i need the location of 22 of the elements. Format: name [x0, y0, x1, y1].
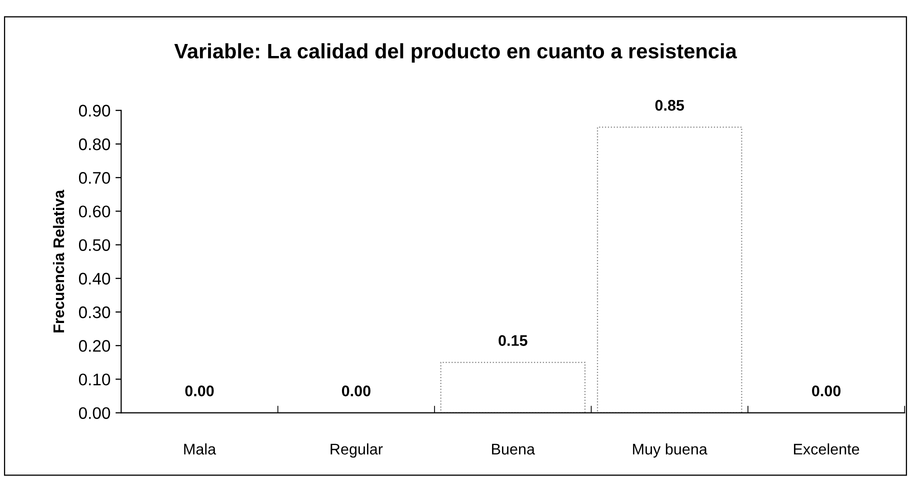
- x-tick-label: Regular: [330, 443, 383, 458]
- data-label: 0.00: [812, 386, 841, 396]
- y-tick-label: 0.00: [78, 407, 110, 420]
- y-tick-label: 0.80: [78, 138, 110, 150]
- x-tick-label: Excelente: [794, 443, 860, 455]
- y-tick-label: 0.50: [78, 239, 110, 252]
- y-tick-label: 0.70: [78, 172, 110, 184]
- y-tick-label: 0.20: [78, 340, 110, 352]
- x-tick-label: Mala: [184, 443, 216, 455]
- data-label: 0.00: [185, 386, 214, 396]
- x-tick-label: Buena: [492, 444, 535, 455]
- data-label: 0.00: [342, 386, 370, 396]
- x-tick-label: Muy buena: [633, 443, 708, 458]
- y-axis-title: Frecuencia Relativa: [52, 190, 64, 332]
- y-tick-label: 0.60: [78, 206, 110, 218]
- y-tick-label: 0.90: [78, 104, 110, 117]
- y-tick-label: 0.10: [78, 374, 110, 386]
- y-tick-label: 0.40: [78, 272, 110, 285]
- y-tick-label: 0.30: [78, 306, 110, 318]
- data-label: 0.15: [498, 335, 528, 346]
- data-label: 0.85: [655, 100, 684, 111]
- chart-title: Variable: La calidad del producto en cuanto a resistencia: [174, 43, 737, 63]
